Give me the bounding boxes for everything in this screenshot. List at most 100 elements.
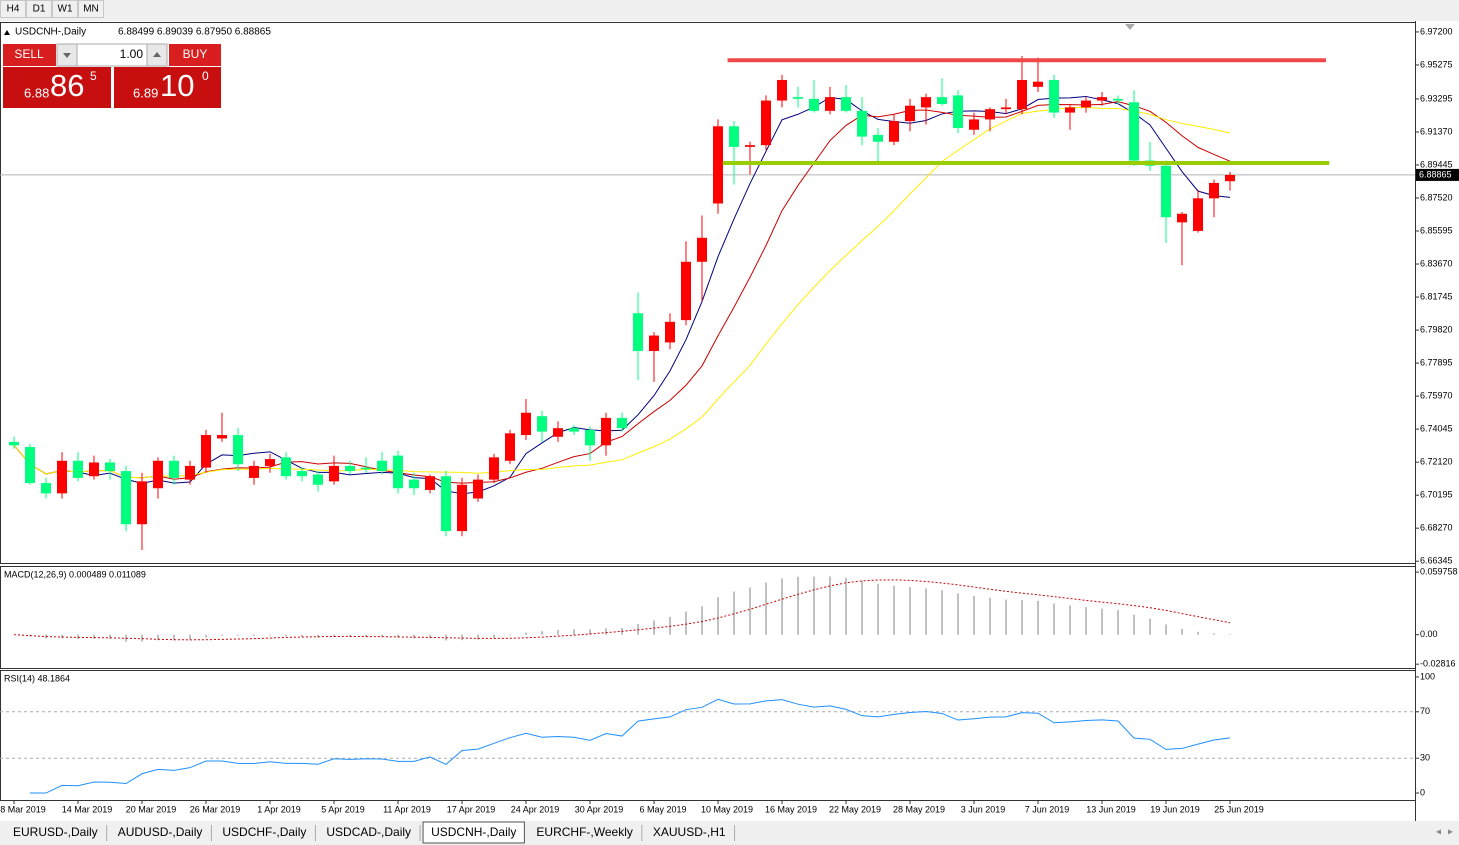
candle-body [969,119,979,130]
candle-body [361,467,371,470]
ask-small: 0 [202,69,209,83]
ask-big: 6.89 [133,85,158,100]
candle-body [745,145,755,147]
chart-tab[interactable]: XAUUSD-,H1 [644,824,734,842]
x-tick-label: 3 Jun 2019 [961,804,1006,814]
timeframe-button[interactable] [52,0,78,18]
toolbar [0,0,1459,21]
candle-body [377,460,387,472]
x-tick-label: 20 Mar 2019 [126,804,177,814]
x-tick-label: 19 Jun 2019 [1150,804,1200,814]
candle-body [185,465,195,480]
candle-body [649,335,659,351]
y-tick-label: 6.79820 [1420,324,1453,334]
candle-body [585,429,595,446]
candle-body [665,321,675,343]
x-tick-label: 25 Jun 2019 [1214,804,1264,814]
chart-tab[interactable]: AUDUSD-,Daily [109,824,211,842]
y-tick-label: 30 [1420,753,1430,763]
candle-body [713,126,723,204]
lots-value: 1.00 [120,47,144,61]
candle-body [169,460,179,478]
y-tick-label: 0 [1420,787,1425,797]
tab-label: USDCAD-,Daily [326,825,411,839]
candle-body [697,237,707,262]
up-arrow [153,52,161,57]
chart-ohlc: 6.88499 6.89039 6.87950 6.88865 [118,27,271,38]
y-tick-label: 6.70195 [1420,490,1453,500]
buy-button[interactable] [169,44,221,66]
current-price-label: 6.88865 [1419,169,1452,179]
candle-body [857,110,867,137]
sell-label: SELL [14,47,44,61]
candle-body [121,471,131,525]
bid-main: 86 [50,68,84,103]
x-tick-label: 17 Apr 2019 [447,804,496,814]
bid-box[interactable] [3,67,111,108]
x-tick-label: 16 May 2019 [765,804,817,814]
candle-body [1113,98,1123,101]
candle-body [393,455,403,489]
ask-box[interactable] [114,67,221,108]
tab-scroll-right[interactable]: ▸ [1448,827,1453,838]
timeframe-label: MN [83,4,99,15]
chart-tab[interactable]: USDCHF-,Daily [214,824,315,842]
candle-body [873,134,883,142]
y-tick-label: 6.81745 [1420,291,1453,301]
y-tick-label: 6.89445 [1420,159,1453,169]
timeframe-button[interactable] [78,0,104,18]
moving-average [13,107,1231,479]
candle-body [793,97,803,99]
timeframe-button[interactable] [0,0,26,18]
buy-label: BUY [183,47,208,61]
tab-background [422,821,525,844]
candle-body [505,433,515,461]
candle-body [761,100,771,146]
collapse-arrow[interactable] [4,30,10,35]
tab-background [5,824,106,842]
one-click-trading: SELL 1.00 BUY 6.88 86 5 6.89 10 0 [3,43,221,108]
candle-body [921,97,931,108]
candle-body [905,105,915,122]
candle-body [569,428,579,432]
x-tick-label: 1 Apr 2019 [257,804,301,814]
tab-scroll-left[interactable]: ◂ [1436,827,1441,838]
chart-tab[interactable]: EURUSD-,Daily [5,824,106,842]
x-tick-label: 14 Mar 2019 [62,804,113,814]
candle-body [265,459,275,466]
tab-background [528,824,641,842]
candle-body [681,261,691,321]
x-tick-label: 13 Jun 2019 [1086,804,1136,814]
tab-label: USDCHF-,Daily [222,825,306,839]
candle-body [329,465,339,482]
candle-body [1177,213,1187,223]
chart-tab[interactable]: USDCNH-,Daily [422,821,525,844]
timeframe-button[interactable] [26,0,52,18]
candle-body [1161,165,1171,218]
sell-button[interactable] [3,44,56,66]
x-tick-label: 24 Apr 2019 [511,804,560,814]
y-tick-label: 6.93295 [1420,93,1453,103]
y-tick-label: 6.77895 [1420,357,1453,367]
tab-background [318,824,420,842]
x-tick-label: 10 May 2019 [701,804,753,814]
candle-body [89,462,99,477]
x-tick-label: 11 Apr 2019 [383,804,431,814]
candle-body [457,484,467,532]
candle-body [537,416,547,432]
y-tick-label: 0.00 [1420,629,1438,639]
candle-body [1049,79,1059,113]
chart-window [0,21,1459,821]
chart-tab[interactable]: USDCAD-,Daily [318,824,420,842]
chart-tab[interactable]: EURCHF-,Weekly [528,824,641,842]
candle-body [1033,81,1043,87]
y-tick-label: 6.72120 [1420,457,1453,467]
candle-body [1081,100,1091,108]
tab-background [109,824,211,842]
candle-body [553,428,563,437]
y-tick-label: -0.02816 [1420,659,1456,669]
candle-body [1209,182,1219,199]
candle-body [345,465,355,472]
candle-body [217,435,227,439]
x-tick-label: 26 Mar 2019 [190,804,241,814]
